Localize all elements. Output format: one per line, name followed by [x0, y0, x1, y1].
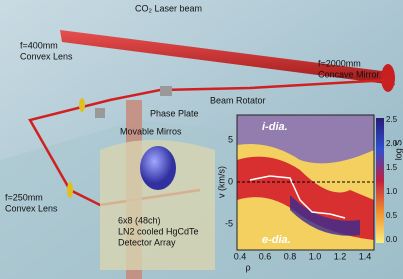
- label: 6x8 (48ch): [118, 215, 161, 225]
- label: CO₂ Laser beam: [135, 3, 202, 13]
- annotation: i-dia.: [262, 121, 288, 133]
- label: Beam Rotator: [210, 95, 266, 105]
- detector: [140, 146, 176, 190]
- lens-bottom: [67, 182, 73, 198]
- colorbar-tick-label: 0.0: [386, 235, 398, 244]
- label: Detector Array: [118, 237, 176, 247]
- setup-diagram: CO₂ Laser beam f=2000mm Concave Mirror f…: [0, 0, 403, 279]
- label: Concave Mirror: [318, 69, 380, 79]
- colorbar-tick-label: 2.5: [386, 115, 398, 124]
- label: f=250mm: [5, 192, 43, 202]
- y-tick-label: 0: [228, 176, 233, 186]
- y-tick-label: 5: [228, 134, 233, 144]
- y-axis-label: v (km/s): [216, 166, 226, 198]
- label: f=2000mm: [318, 58, 361, 68]
- colorbar-tick-label: 1.0: [386, 187, 398, 196]
- beam-rotator: [160, 86, 172, 96]
- x-tick-label: 1.2: [334, 251, 347, 261]
- x-tick-label: 1.0: [309, 251, 322, 261]
- label: Convex Lens: [5, 203, 58, 213]
- colorbar: [376, 118, 384, 243]
- colorbar-tick-label: 0.5: [386, 211, 398, 220]
- annotation: e-dia.: [262, 234, 291, 246]
- x-axis-label: ρ: [245, 262, 250, 272]
- label: Phase Plate: [150, 108, 199, 118]
- x-tick-label: 0.4: [234, 251, 247, 261]
- label: Convex Lens: [20, 51, 73, 61]
- lens-top: [79, 98, 85, 112]
- concave-mirror: [381, 64, 395, 92]
- x-tick-label: 1.4: [359, 251, 372, 261]
- label: Movable Mirros: [120, 126, 182, 136]
- colorbar-tick-label: 2.0: [386, 139, 398, 148]
- label: LN2 cooled HgCdTe: [118, 226, 199, 236]
- x-tick-label: 0.6: [259, 251, 272, 261]
- mirror: [95, 108, 105, 118]
- colorbar-tick-label: 1.5: [386, 163, 398, 172]
- x-tick-label: 0.8: [284, 251, 297, 261]
- label: f=400mm: [20, 40, 58, 50]
- y-tick-label: -5: [225, 218, 233, 228]
